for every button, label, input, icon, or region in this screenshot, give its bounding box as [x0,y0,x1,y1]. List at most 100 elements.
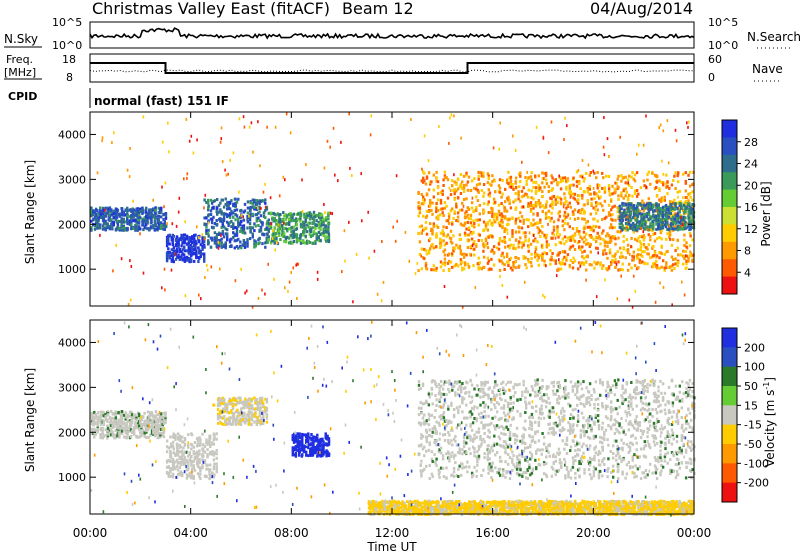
power-cell [606,244,609,248]
power-cell [449,237,453,241]
velocity-cell [102,434,105,438]
power-cell [625,190,628,194]
power-cell [525,266,528,270]
power-cell [623,203,626,207]
power-cell [563,255,566,259]
power-cell [255,219,258,223]
velocity-cell [110,424,113,428]
power-cell [216,198,219,201]
power-cell [636,220,640,224]
power-cell [432,264,435,268]
power-cell [646,252,649,256]
velocity-cell [187,443,190,447]
power-cell [470,232,474,236]
power-cell [527,176,530,180]
velocity-cell [176,432,180,436]
power-cell [467,207,471,211]
power-y-tick-label: 3000 [58,173,86,186]
velocity-cell [152,414,155,418]
velocity-cell [110,428,113,431]
power-cell [209,198,213,202]
power-cell [215,239,218,243]
power-cell [511,229,514,233]
power-cell [126,226,129,230]
power-cell [458,233,462,237]
power-cell [517,216,520,220]
power-noise-cell [435,207,437,211]
power-cell [325,239,328,243]
power-cell [525,193,528,197]
power-cell [545,200,549,204]
power-cell [175,242,179,246]
power-cell [647,197,650,201]
power-cell [443,206,447,210]
velocity-cell [156,429,159,433]
velocity-cell [136,422,140,426]
power-cell [569,238,572,242]
velocity-cell [224,423,227,426]
power-cell [253,198,256,202]
power-cell [505,252,509,256]
velocity-cell [108,431,112,435]
power-cell [456,211,460,215]
power-noise-cell [264,292,266,296]
power-cell [181,241,184,245]
velocity-cell [149,413,152,417]
power-cell [563,235,567,239]
power-cell [536,212,539,216]
power-cell [507,218,510,222]
velocity-cell [232,418,236,422]
power-cell [430,208,433,212]
power-cell [307,240,310,244]
power-cell [212,206,215,210]
power-cell [519,199,522,203]
power-cell [309,230,313,234]
power-cell [315,224,318,228]
velocity-cell [213,451,216,455]
power-cell [642,179,646,183]
power-cell [617,236,620,240]
power-cell [177,245,180,249]
power-noise-cell [238,190,240,194]
power-cell [593,197,596,201]
power-cell [191,252,194,256]
power-cell [290,233,293,237]
power-cell [469,221,473,225]
power-cell [141,217,144,221]
power-cell [507,260,510,264]
power-cell [303,230,306,234]
power-cell [102,208,106,212]
velocity-cell [153,416,157,420]
power-cell [614,258,617,262]
power-cell [565,256,568,260]
velocity-cell [188,474,191,478]
power-cell [572,196,575,200]
power-cell [647,212,651,216]
velocity-cell [174,466,177,470]
power-cell [627,214,631,218]
power-cell [322,217,325,221]
power-cell [94,209,98,213]
velocity-cell [106,436,109,440]
power-cell [642,226,646,230]
power-cell [601,186,604,190]
power-cell [97,213,100,217]
power-cell [663,252,666,256]
power-cell [425,214,429,218]
power-noise-cell [394,239,397,243]
power-cell [651,171,654,175]
power-cell [221,229,224,233]
velocity-cell [167,465,170,469]
velocity-cell [181,457,184,461]
power-cell [284,213,288,217]
power-cell [583,177,586,180]
power-cell [132,226,135,230]
power-cell [579,262,582,266]
power-noise-cell [503,255,505,259]
power-cell [195,250,198,253]
power-cell [207,213,210,217]
power-cell [646,178,649,182]
power-cell [529,222,533,225]
power-cell [688,184,692,188]
velocity-cell [136,435,140,439]
